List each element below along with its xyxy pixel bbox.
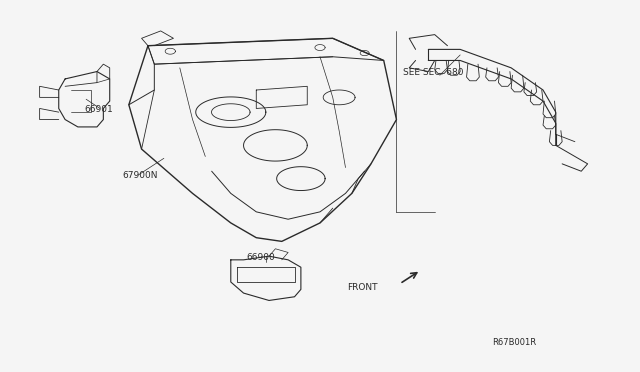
Text: 66900: 66900 <box>246 253 275 262</box>
Text: 66901: 66901 <box>84 105 113 114</box>
Text: 67900N: 67900N <box>122 171 158 180</box>
Text: SEE SEC. 680: SEE SEC. 680 <box>403 68 463 77</box>
Text: FRONT: FRONT <box>347 283 378 292</box>
Text: R67B001R: R67B001R <box>492 338 536 347</box>
